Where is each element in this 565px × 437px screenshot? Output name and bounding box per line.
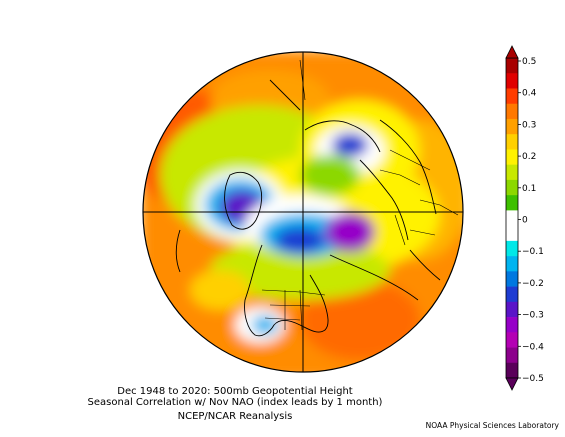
colorbar-swatch [506, 347, 518, 364]
polar-map [143, 52, 463, 372]
colorbar-swatch [506, 134, 518, 150]
map-border [142, 51, 464, 373]
colorbar-swatch [506, 317, 518, 333]
map-crosshair [143, 52, 463, 372]
colorbar-swatch [506, 240, 518, 257]
colorbar-swatch [506, 301, 518, 318]
colorbar-tick-label: −0.1 [522, 247, 544, 257]
colorbar-tick-label: 0.4 [522, 89, 537, 99]
colorbar-swatch [506, 73, 518, 89]
colorbar-swatch [506, 225, 518, 242]
colorbar-tick-label: 0.1 [522, 184, 536, 194]
colorbar-swatch [506, 195, 518, 211]
colorbar-swatch [506, 58, 518, 74]
figure-title-line1: Dec 1948 to 2020: 500mb Geopotential Hei… [117, 386, 353, 397]
colorbar-tick-label: 0 [522, 216, 528, 226]
field-positive-pacific [300, 280, 420, 360]
colorbar-swatch [506, 256, 518, 272]
colorbar-tick-label: 0.2 [522, 152, 536, 162]
colorbar-tick-label: 0.5 [522, 57, 536, 67]
colorbar-swatch [506, 118, 518, 135]
colorbar: 0.5 0.4 0.3 0.2 0.1 0 −0.1 −0.2 −0.3 −0.4 −0.5 [505, 45, 544, 391]
colorbar-tick-label: −0.2 [522, 279, 544, 289]
colorbar-tick-label: −0.3 [522, 311, 544, 321]
lab-credit: NOAA Physical Sciences Laboratory [425, 421, 559, 430]
colorbar-swatch [506, 210, 518, 226]
political-borders [261, 59, 459, 331]
colorbar-swatch [506, 103, 518, 120]
colorbar-swatch [506, 88, 518, 105]
colorbar-swatch [506, 332, 518, 348]
coastlines [175, 79, 441, 337]
colorbar-swatch [506, 362, 518, 379]
dataset-label: NCEP/NCAR Reanalysis [177, 411, 293, 422]
colorbar-swatch [506, 164, 518, 181]
colorbar-tick-label: −0.5 [522, 374, 544, 384]
colorbar-swatch [506, 271, 518, 287]
colorbar-swatch [506, 286, 518, 303]
colorbar-tick-label: 0.3 [522, 120, 536, 130]
figure-title-line2: Seasonal Correlation w/ Nov NAO (index l… [87, 397, 383, 408]
field-negative-arctic [325, 212, 375, 252]
colorbar-top-arrow [505, 45, 519, 59]
colorbar-bottom-arrow [505, 377, 519, 391]
colorbar-swatch [506, 149, 518, 165]
colorbar-tick-label: −0.4 [522, 342, 544, 352]
colorbar-swatch [506, 179, 518, 196]
